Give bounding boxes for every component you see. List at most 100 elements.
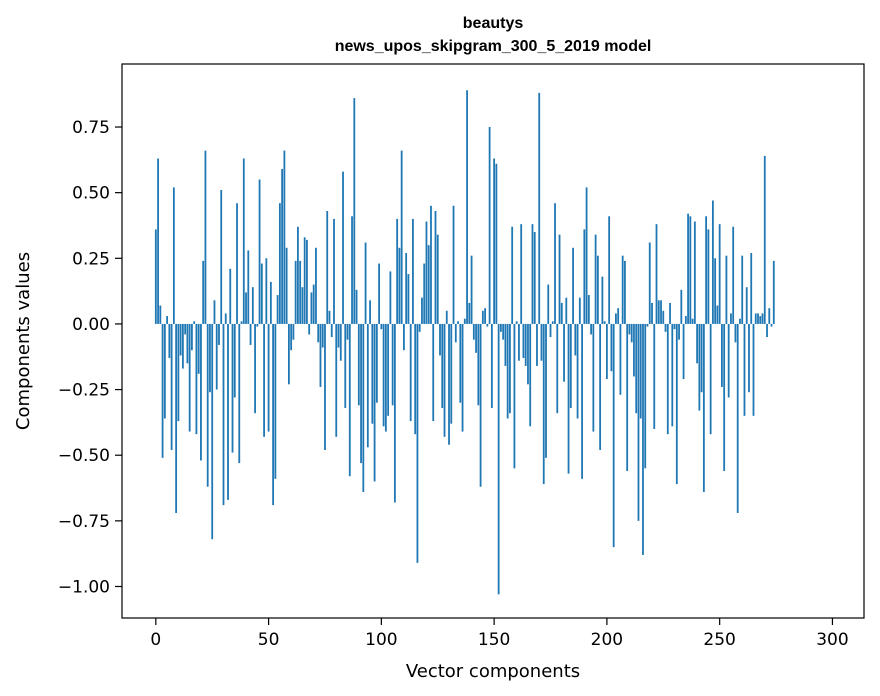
bar-263	[748, 323, 750, 393]
bar-76	[326, 211, 329, 324]
bar-94	[366, 323, 369, 448]
bar-69	[310, 292, 313, 324]
bar-118	[421, 297, 423, 324]
bar-55	[278, 203, 281, 324]
bar-241	[698, 323, 701, 411]
bar-82	[339, 323, 342, 361]
bar-214	[637, 323, 640, 521]
bar-257	[734, 323, 737, 343]
bar-83	[342, 171, 344, 324]
bar-173	[545, 323, 547, 458]
bar-189	[581, 323, 583, 479]
bar-93	[364, 242, 367, 324]
bar-272	[768, 308, 771, 324]
bar-130	[448, 323, 450, 445]
bar-133	[454, 323, 457, 343]
bar-191	[585, 187, 588, 324]
bar-0	[154, 229, 157, 324]
bar-157	[509, 323, 511, 414]
bar-234	[682, 323, 685, 380]
bar-198	[601, 276, 604, 324]
bar-264	[750, 253, 753, 324]
bar-227	[666, 323, 669, 435]
bar-89	[355, 289, 358, 324]
bar-113	[409, 323, 412, 422]
bar-161	[518, 323, 520, 361]
bar-239	[693, 221, 696, 324]
bar-67	[306, 239, 308, 324]
bar-8	[172, 187, 175, 324]
bar-182	[565, 297, 568, 324]
bar-37	[238, 323, 241, 464]
bar-203	[612, 323, 615, 548]
bar-62	[294, 260, 297, 324]
x-tick-label: 150	[478, 630, 510, 650]
bar-36	[236, 203, 238, 324]
bar-23	[206, 323, 209, 487]
bar-74	[321, 323, 324, 348]
bar-115	[414, 323, 417, 435]
bar-52	[272, 323, 274, 506]
bar-29	[220, 190, 223, 324]
bar-197	[599, 323, 602, 450]
bar-270	[763, 155, 766, 324]
bar-70	[312, 284, 315, 324]
bar-132	[452, 205, 455, 324]
bar-121	[427, 245, 430, 324]
bar-42	[249, 323, 252, 345]
bar-120	[425, 221, 428, 324]
bar-208	[624, 260, 626, 324]
bar-156	[506, 323, 509, 419]
bar-220	[651, 302, 653, 324]
bar-57	[283, 150, 286, 324]
bar-216	[642, 323, 644, 555]
bar-53	[274, 323, 277, 479]
x-tick-label: 200	[591, 630, 623, 650]
bar-159	[513, 323, 516, 469]
bar-166	[529, 323, 532, 427]
bar-119	[423, 263, 426, 324]
bar-102	[384, 323, 387, 432]
bar-201	[608, 216, 611, 324]
bar-88	[353, 98, 356, 324]
bar-190	[583, 229, 586, 324]
bar-6	[168, 323, 171, 359]
bar-15	[188, 323, 191, 432]
bar-44	[254, 323, 256, 414]
bar-5	[166, 316, 168, 324]
bar-207	[621, 255, 624, 324]
bar-35	[233, 323, 236, 398]
bar-251	[721, 323, 723, 387]
x-tick-label: 100	[365, 630, 397, 650]
bar-240	[696, 323, 698, 364]
bar-145	[481, 310, 484, 324]
bar-3	[161, 323, 164, 458]
bar-164	[524, 323, 527, 366]
bar-101	[382, 323, 385, 427]
bar-179	[558, 234, 561, 324]
bar-274	[772, 260, 775, 324]
bar-221	[653, 323, 656, 429]
chart-subtitle: news_upos_skipgram_300_5_2019 model	[335, 38, 652, 55]
bar-169	[536, 323, 538, 366]
bar-80	[335, 323, 338, 437]
bar-38	[240, 321, 243, 324]
bar-91	[360, 323, 362, 464]
y-tick-label: −0.25	[58, 381, 110, 401]
bar-170	[538, 92, 541, 324]
bar-187	[576, 323, 579, 419]
y-tick-label: 0.00	[72, 315, 110, 335]
bar-186	[574, 323, 577, 356]
bar-100	[380, 323, 383, 330]
bar-193	[590, 323, 592, 335]
bar-31	[224, 313, 227, 324]
bar-259	[739, 318, 741, 324]
bar-40	[245, 292, 247, 324]
bar-112	[407, 274, 410, 324]
bar-50	[267, 323, 270, 432]
bar-58	[285, 247, 288, 324]
bar-228	[669, 302, 671, 324]
y-tick-label: 0.75	[72, 118, 110, 138]
bar-110	[403, 323, 405, 351]
